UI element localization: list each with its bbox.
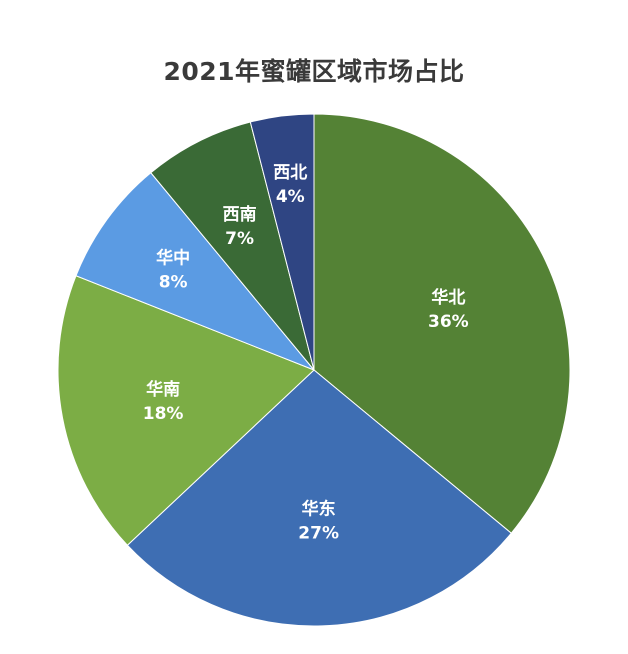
slice-value-label-2: 27% [298,523,339,543]
chart-title: 2021年蜜罐区域市场占比 [163,57,465,86]
slice-category-label-6: 西北 [273,163,307,183]
pie-slice-1 [313,113,571,534]
slice-category-label-5: 西南 [223,204,257,225]
slice-value-label-5: 7% [225,229,254,249]
slice-value-label-6: 4% [276,187,305,207]
slice-category-label-2: 华东 [302,498,336,519]
pie-slice-3 [57,275,315,546]
pie-slices [57,113,571,627]
pie-slice-5 [150,121,315,371]
slice-value-label-4: 8% [159,273,188,293]
slice-category-label-1: 华北 [431,287,465,308]
pie-labels: 华北 36% 华东 27% 华南 18% 华中 8% 西南 7% 西北 4% [143,163,469,543]
pie-slice-6 [249,113,315,371]
slice-category-label-4: 华中 [156,248,190,269]
slice-value-label-1: 36% [428,312,469,332]
slice-value-label-3: 18% [143,404,184,424]
pie-slice-2 [126,369,512,627]
slice-category-label-3: 华南 [146,379,180,400]
pie-slice-4 [75,172,315,371]
